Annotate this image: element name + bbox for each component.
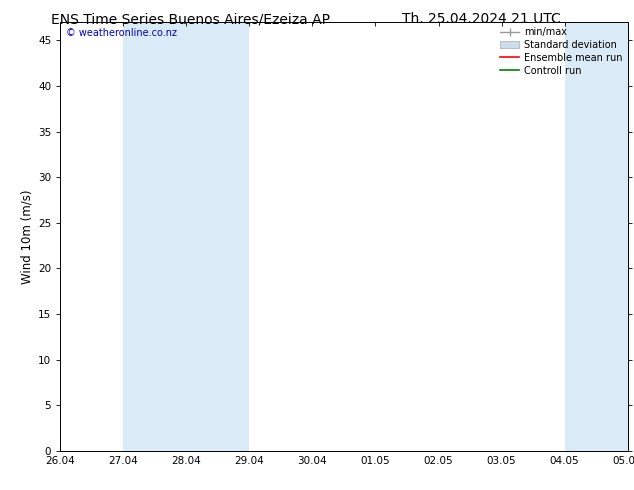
Text: © weatheronline.co.nz: © weatheronline.co.nz: [66, 28, 177, 39]
Text: Th. 25.04.2024 21 UTC: Th. 25.04.2024 21 UTC: [403, 12, 561, 26]
Bar: [628, 22, 634, 451]
Legend: min/max, Standard deviation, Ensemble mean run, Controll run: min/max, Standard deviation, Ensemble me…: [500, 27, 623, 75]
Bar: [186, 22, 249, 451]
Bar: [123, 22, 186, 451]
Text: ENS Time Series Buenos Aires/Ezeiza AP: ENS Time Series Buenos Aires/Ezeiza AP: [51, 12, 330, 26]
Y-axis label: Wind 10m (m/s): Wind 10m (m/s): [21, 189, 34, 284]
Bar: [565, 22, 628, 451]
